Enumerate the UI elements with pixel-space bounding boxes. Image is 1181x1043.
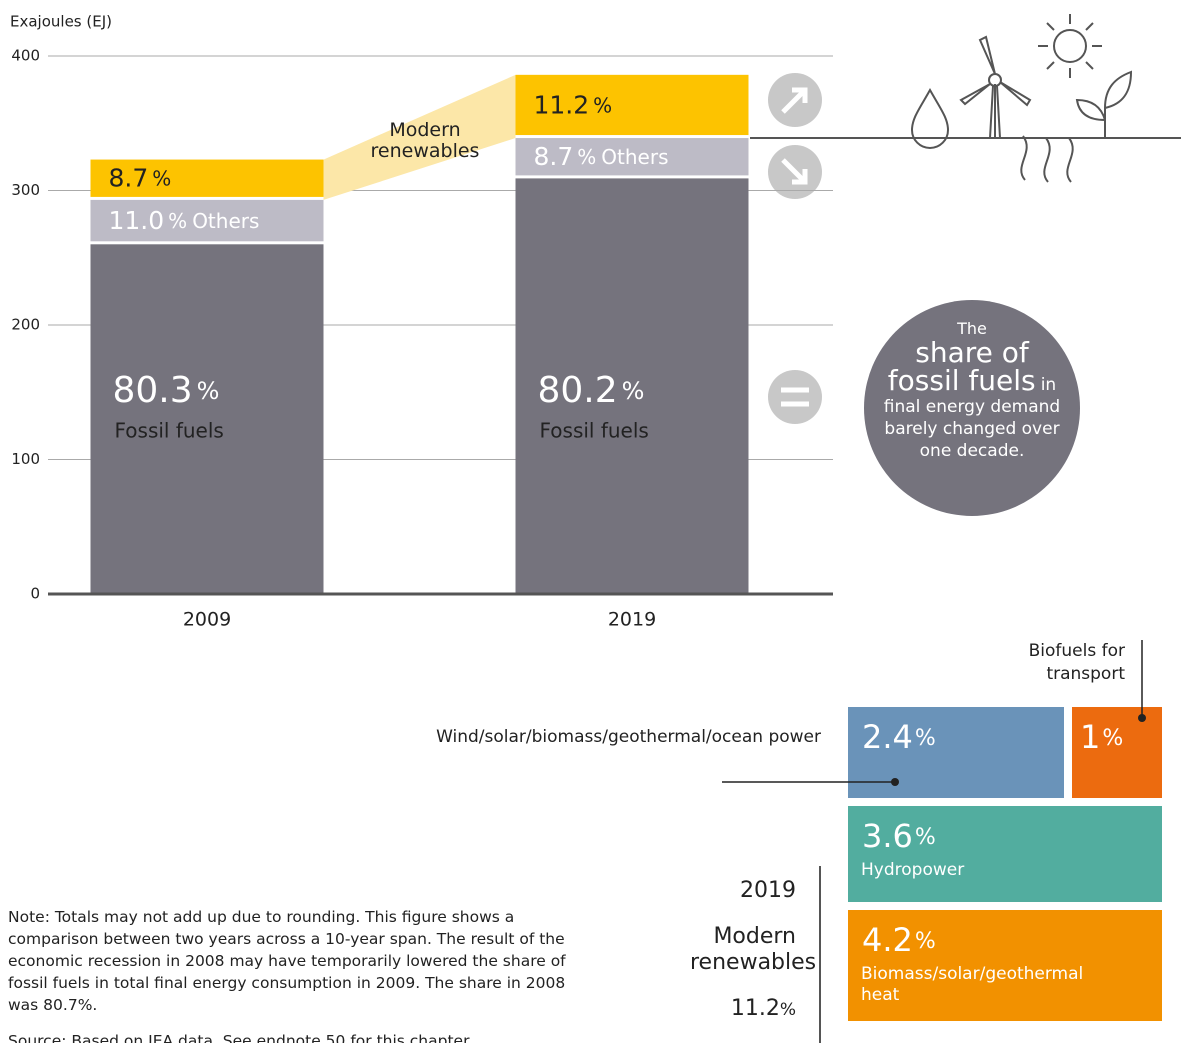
share-label: 11.0% Others xyxy=(109,206,260,235)
bar-segment xyxy=(90,199,324,242)
callout-text: share of xyxy=(915,336,1029,369)
unit: % xyxy=(915,825,936,850)
share-value: 80.3 xyxy=(113,370,193,411)
x-tick-label: 2019 xyxy=(608,609,656,631)
energy-icons xyxy=(910,14,1133,183)
tile-number: 4.2 xyxy=(862,921,913,959)
tile-value: 3.6% xyxy=(862,817,936,855)
tile-name: Hydropower xyxy=(861,860,965,880)
callout-text: final energy demand barely changed over … xyxy=(883,397,1061,461)
tile-number: 3.6 xyxy=(862,817,913,855)
bar-segment xyxy=(90,159,324,197)
share-label: 8.7% xyxy=(109,164,172,193)
bar-segment xyxy=(515,138,749,176)
y-tick-label: 200 xyxy=(11,316,40,334)
pointer-dot xyxy=(1138,714,1146,722)
y-tick-label: 300 xyxy=(11,181,40,199)
connector xyxy=(323,74,516,200)
tile-number: 2.4 xyxy=(862,718,913,756)
trend-icons xyxy=(768,73,822,424)
unit: % xyxy=(152,166,171,190)
bar-segment xyxy=(515,178,749,594)
share-label: 80.2% xyxy=(538,370,645,411)
series-label: Others xyxy=(601,145,668,169)
bar-segment xyxy=(90,244,324,595)
y-tick-label: 0 xyxy=(30,585,40,603)
unit: % xyxy=(577,145,596,169)
y-tick-label: 100 xyxy=(11,450,40,468)
series-label: Fossil fuels xyxy=(540,419,649,443)
callout-text: The xyxy=(957,319,987,338)
connector-label: Modern renewables xyxy=(370,119,480,162)
tile-number: 1 xyxy=(1080,718,1100,756)
treemap-tile xyxy=(848,910,1162,1021)
callout: The share of fossil fuels in final energ… xyxy=(864,318,1080,462)
callout-text: in xyxy=(1040,375,1057,395)
share-value: 11.0 xyxy=(109,206,165,235)
share-value: 80.2 xyxy=(538,370,618,411)
source: Source: Based on IEA data. See endnote 5… xyxy=(8,1032,473,1043)
treemap-title: 2019 xyxy=(740,878,796,903)
bar-segment xyxy=(515,74,749,136)
unit: % xyxy=(197,377,220,405)
pointer-label: Biofuels for transport xyxy=(1028,641,1125,684)
share-value: 8.7 xyxy=(109,164,149,193)
treemap-tile xyxy=(1072,707,1162,798)
treemap-tile xyxy=(848,806,1162,902)
treemap-tile xyxy=(848,707,1064,798)
callout-text: fossil fuels xyxy=(887,364,1036,397)
unit: % xyxy=(168,209,187,233)
share-label: 11.2% xyxy=(534,90,613,119)
y-tick-label: 400 xyxy=(11,47,40,65)
unit: % xyxy=(622,377,645,405)
series-label: Fossil fuels xyxy=(115,419,224,443)
share-value: 8.7 xyxy=(534,142,574,171)
treemap-total: 11.2 xyxy=(730,996,780,1021)
tile-value: 1% xyxy=(1080,718,1123,756)
unit: % xyxy=(915,929,936,954)
share-label: 8.7% Others xyxy=(534,142,669,171)
treemap-header: 2019 Modern renewables 11.2% xyxy=(690,878,817,1023)
unit: % xyxy=(593,93,612,117)
unit: % xyxy=(779,1000,796,1020)
share-label: 80.3% xyxy=(113,370,220,411)
unit: % xyxy=(1102,726,1123,751)
x-tick-label: 2009 xyxy=(183,609,231,631)
unit: % xyxy=(915,726,936,751)
y-axis-label: Exajoules (EJ) xyxy=(10,13,112,31)
tile-value: 2.4% xyxy=(862,718,936,756)
callout-circle xyxy=(864,300,1080,516)
tile-value: 4.2% xyxy=(862,921,936,959)
note: Note: Totals may not add up due to round… xyxy=(8,908,566,1014)
pointer-dot xyxy=(891,778,899,786)
pointer-label: Wind/solar/biomass/geothermal/ocean powe… xyxy=(436,727,821,747)
series-label: Others xyxy=(192,209,259,233)
treemap-label: Modern renewables xyxy=(690,924,817,975)
tile-name: Biomass/solar/geothermal heat xyxy=(861,964,1084,1005)
share-value: 11.2 xyxy=(534,90,590,119)
